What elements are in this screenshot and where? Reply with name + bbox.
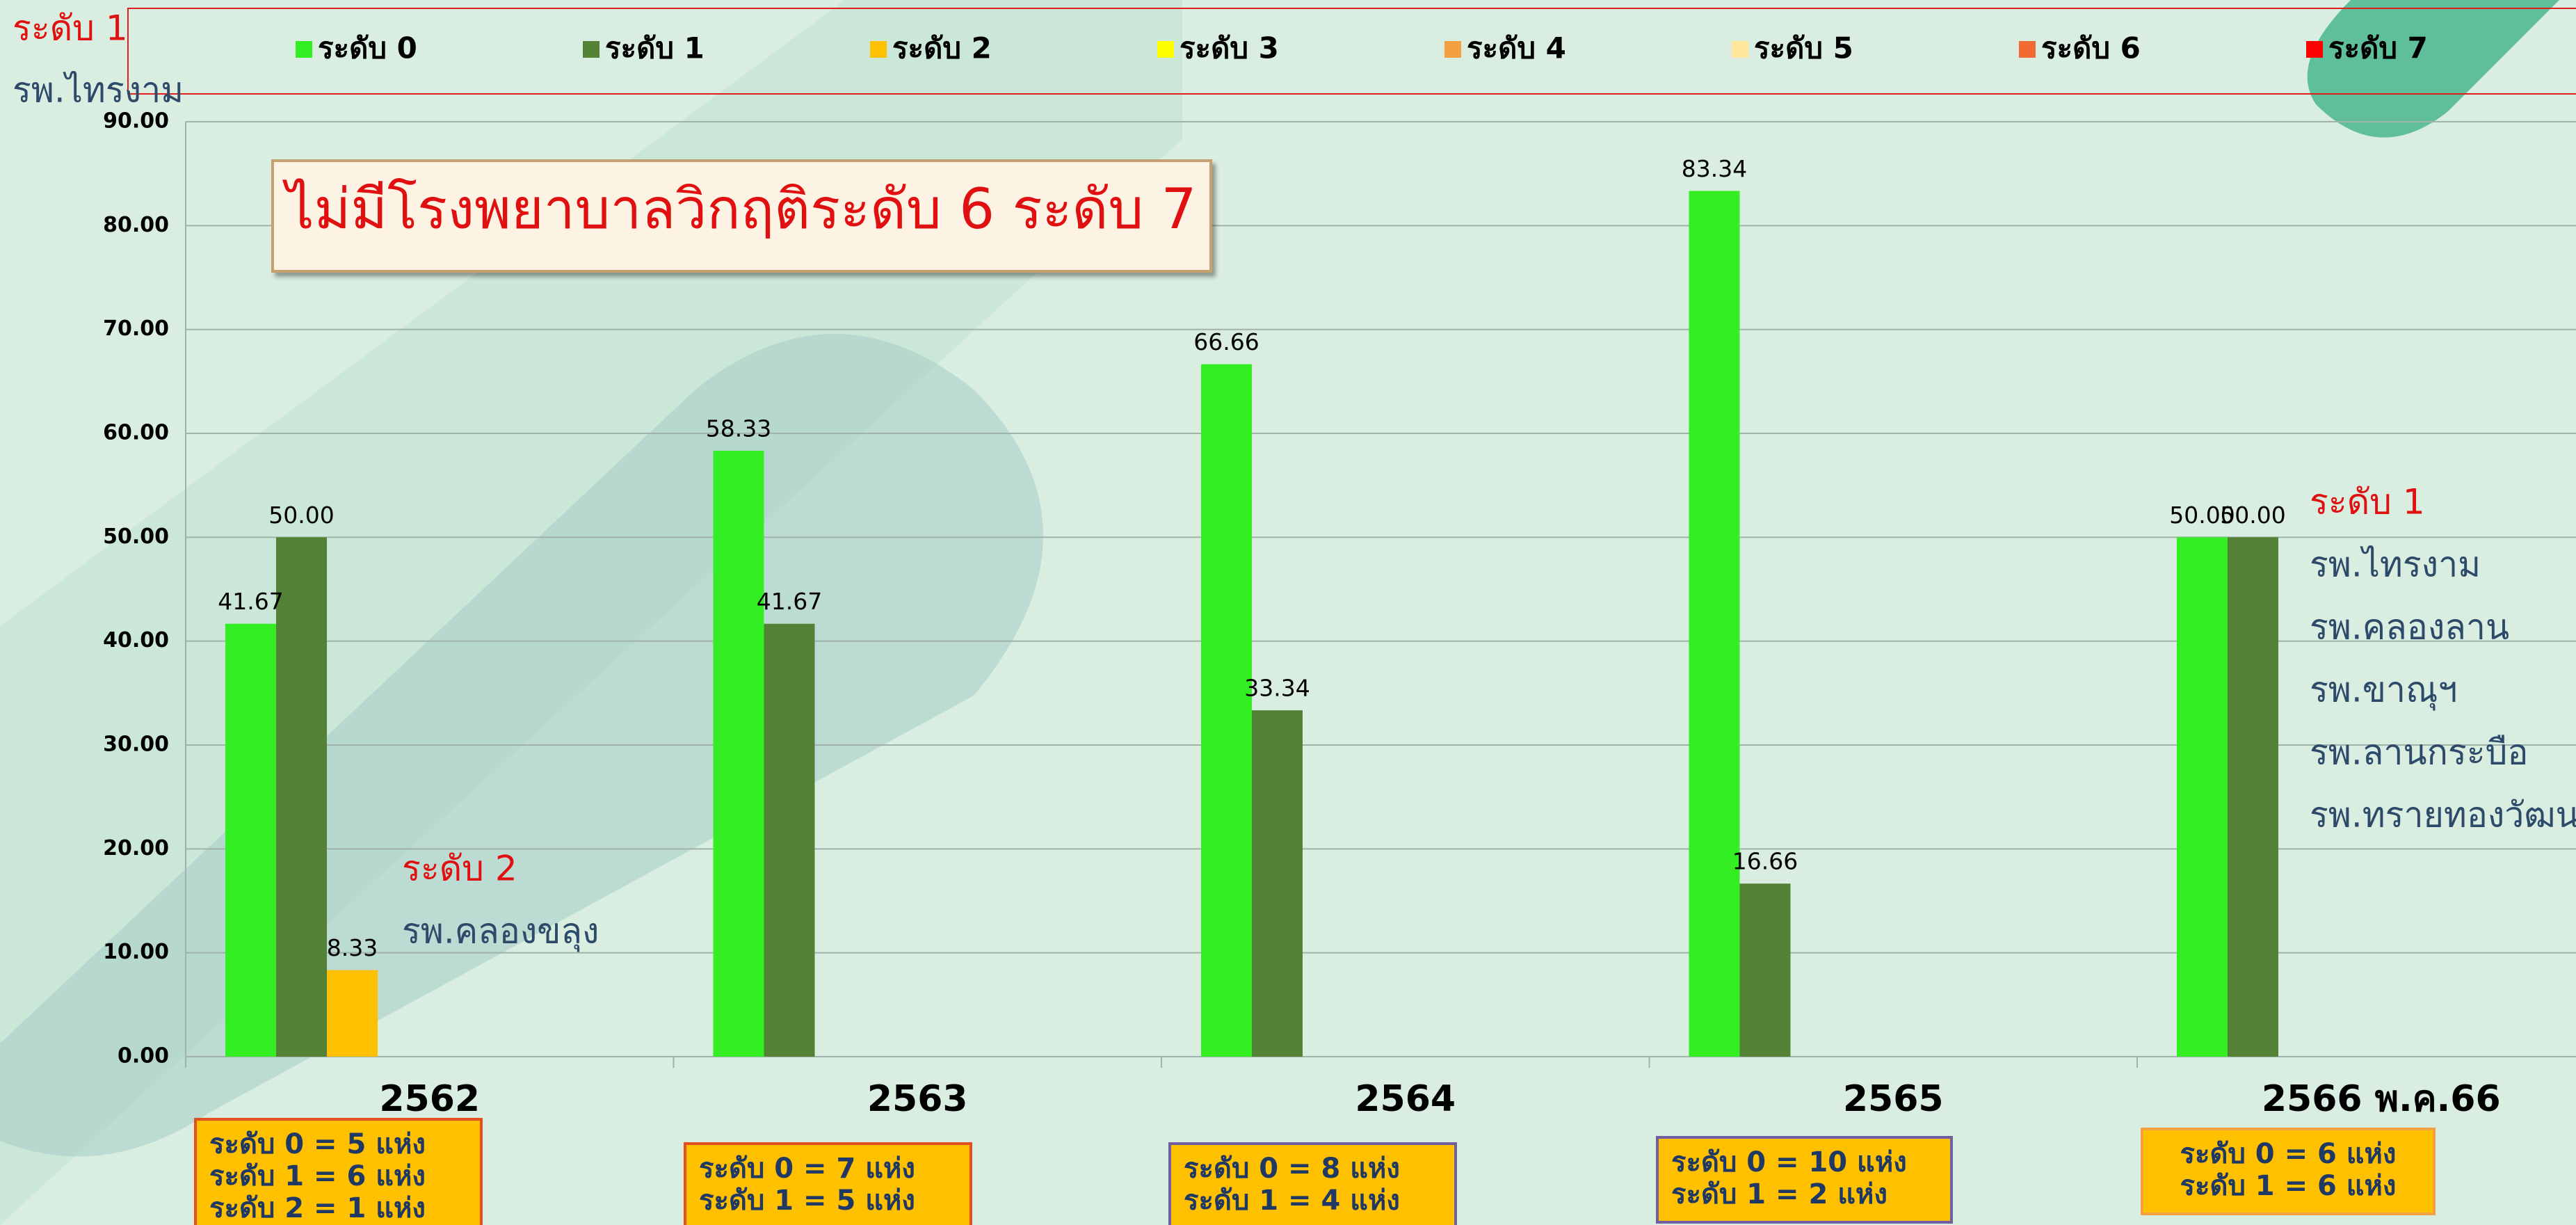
bar: [276, 537, 327, 1057]
y-tick-label: 90.00: [103, 109, 169, 134]
category-note: ระดับ 0 = 7 แห่ง: [699, 1153, 915, 1185]
category-note: ระดับ 1 = 6 แห่ง: [209, 1160, 426, 1192]
legend-label: ระดับ 3: [1180, 31, 1279, 65]
level2-note: ระดับ 2: [402, 849, 517, 889]
category-note: ระดับ 1 = 2 แห่ง: [1671, 1178, 1887, 1210]
top-note: รพ.ไทรงาม: [13, 70, 184, 111]
category-note: ระดับ 0 = 8 แห่ง: [1184, 1153, 1400, 1185]
right-note-item: รพ.ขาณุฯ: [2310, 670, 2457, 711]
legend-frame: [127, 8, 2576, 95]
data-label: 50.00: [268, 502, 334, 529]
category-note: ระดับ 1 = 6 แห่ง: [2180, 1170, 2397, 1202]
legend-label: ระดับ 4: [1467, 31, 1566, 65]
bar: [2228, 537, 2278, 1057]
legend-swatch: [870, 41, 887, 58]
data-label: 50.00: [2220, 502, 2285, 529]
category-note-box: [194, 1118, 483, 1225]
category-note: ระดับ 2 = 1 แห่ง: [209, 1192, 426, 1224]
category-note: ระดับ 0 = 6 แห่ง: [2180, 1138, 2397, 1170]
bar: [225, 623, 276, 1057]
y-tick-label: 10.00: [103, 940, 169, 964]
legend-swatch: [2019, 41, 2036, 58]
x-tick-label: 2565: [1843, 1078, 1944, 1120]
data-label: 16.66: [1732, 848, 1798, 875]
bar: [1689, 191, 1740, 1057]
right-note-item: รพ.คลองลาน: [2310, 607, 2509, 648]
x-tick-label: 2564: [1355, 1078, 1456, 1120]
legend-swatch: [2306, 41, 2323, 58]
level2-note: รพ.คลองขลุง: [402, 911, 599, 952]
category-note: ระดับ 0 = 5 แห่ง: [209, 1128, 426, 1160]
data-label: 33.34: [1244, 675, 1310, 702]
data-label: 83.34: [1682, 155, 1747, 182]
legend-swatch: [1444, 41, 1461, 58]
legend-swatch: [1732, 41, 1748, 58]
y-tick-label: 0.00: [118, 1044, 169, 1068]
data-label: 41.67: [218, 588, 283, 615]
bar: [1739, 883, 1791, 1057]
category-note-box: [684, 1142, 972, 1225]
x-tick-label: 2563: [867, 1078, 968, 1120]
x-tick-label: 2562: [379, 1078, 480, 1120]
data-label: 58.33: [706, 415, 771, 442]
category-note: ระดับ 1 = 4 แห่ง: [1184, 1185, 1400, 1217]
y-tick-label: 60.00: [103, 421, 169, 445]
legend-label: ระดับ 0: [318, 31, 417, 65]
right-note-heading: ระดับ 1: [2310, 482, 2425, 522]
marks: [225, 191, 2278, 1057]
legend-label: ระดับ 5: [1754, 31, 1853, 65]
data-label: 41.67: [757, 588, 822, 615]
right-note-item: รพ.ลานกระบือ: [2310, 732, 2528, 773]
legend-swatch: [296, 41, 312, 58]
bar: [1252, 710, 1303, 1057]
title-box: [271, 159, 1212, 273]
category-note-box: [2141, 1128, 2436, 1215]
bar: [327, 970, 378, 1057]
data-label: 50.00: [2169, 502, 2235, 529]
legend-label: ระดับ 2: [892, 31, 992, 65]
y-tick-label: 70.00: [103, 317, 169, 341]
legend-label: ระดับ 6: [2041, 31, 2141, 65]
bar: [764, 623, 815, 1057]
right-note-item: รพ.ไทรงาม: [2310, 545, 2481, 585]
legend-swatch: [1157, 41, 1174, 58]
y-tick-label: 20.00: [103, 836, 169, 860]
bar: [2177, 537, 2228, 1057]
data-label: 66.66: [1193, 328, 1259, 355]
category-note: ระดับ 0 = 10 แห่ง: [1671, 1146, 1907, 1178]
y-tick-label: 40.00: [103, 628, 169, 652]
x-tick-label: 2566 พ.ค.66: [2262, 1078, 2501, 1120]
category-note-box: [1168, 1142, 1457, 1225]
legend-label: ระดับ 7: [2328, 31, 2428, 65]
top-note: ระดับ 1: [13, 8, 128, 49]
y-tick-label: 30.00: [103, 732, 169, 757]
data-label: 8.33: [327, 934, 378, 961]
right-note-item: รพ.ทรายทองวัฒนา: [2310, 795, 2576, 835]
bar: [1201, 364, 1252, 1057]
y-tick-label: 50.00: [103, 525, 169, 549]
chart-title: ไม่มีโรงพยาบาลวิกฤติระดับ 6 ระดับ 7: [282, 177, 1196, 241]
category-note-box: [1656, 1136, 1953, 1224]
bar: [713, 450, 764, 1057]
legend-label: ระดับ 1: [605, 31, 705, 65]
category-note: ระดับ 1 = 5 แห่ง: [699, 1185, 915, 1217]
legend-swatch: [583, 41, 599, 58]
y-tick-label: 80.00: [103, 213, 169, 237]
